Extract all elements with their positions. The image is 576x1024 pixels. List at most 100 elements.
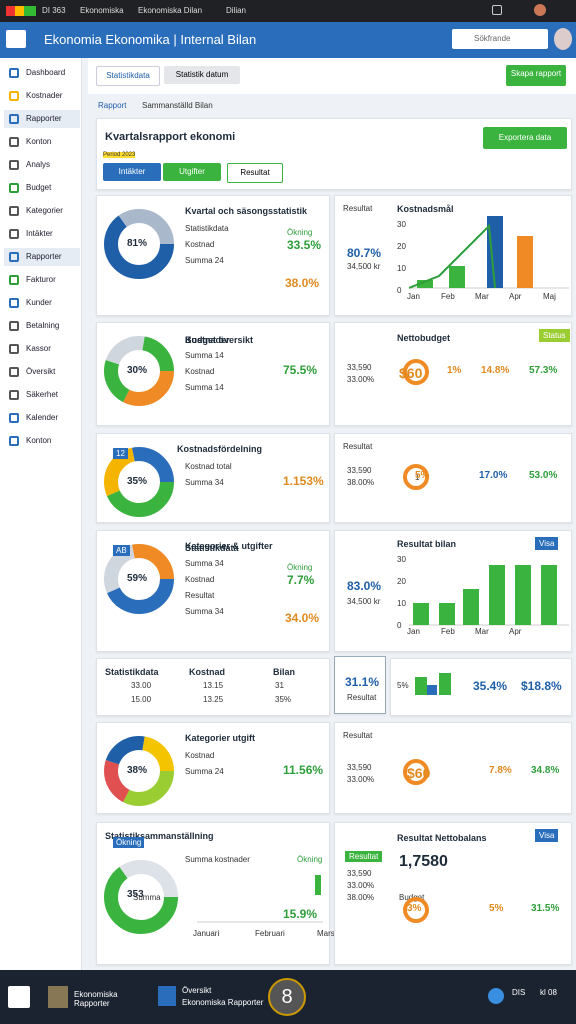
label: 30 bbox=[397, 220, 406, 229]
shape bbox=[554, 28, 572, 50]
sidebar-item[interactable]: Rapporter bbox=[26, 114, 62, 123]
sidebar-icon bbox=[9, 413, 19, 423]
sidebar-icon bbox=[9, 344, 19, 354]
donut-segment bbox=[104, 736, 174, 806]
label[interactable]: Statistikdata bbox=[96, 66, 160, 86]
right-card: Resultat Nettobalans Visa Resultat 1,7580 33… bbox=[334, 822, 572, 965]
label: Kostnadsmål bbox=[397, 204, 454, 214]
label[interactable]: Statistik datum bbox=[164, 66, 240, 84]
sidebar-item[interactable]: Kalender bbox=[26, 413, 59, 422]
chart-graphic bbox=[415, 673, 451, 695]
stat-card: 5% 35.4% $18.8% bbox=[390, 658, 572, 716]
sidebar-icon bbox=[9, 229, 19, 239]
sidebar-icon bbox=[9, 137, 19, 147]
label: 33.00% bbox=[347, 775, 375, 784]
sidebar-item[interactable]: Översikt bbox=[26, 367, 56, 376]
taskbar: Ekonomiska Rapporter Översikt Ekonomiska… bbox=[0, 970, 576, 1024]
left-card: Kvartal och säsongsstatistik 81% Statistik… bbox=[96, 195, 330, 316]
label: Summa 14 bbox=[185, 383, 224, 392]
shape bbox=[6, 30, 26, 48]
label: 0 bbox=[397, 286, 402, 295]
sidebar-item[interactable]: Betalning bbox=[26, 321, 60, 330]
label: 38% bbox=[127, 765, 148, 776]
shape bbox=[534, 4, 546, 16]
right-card: Resultat Kostnadsmål 80.7% 34,500 kr 30 20 10 0… bbox=[334, 195, 572, 316]
label: 81% bbox=[127, 238, 148, 249]
search-box[interactable]: Sökfrande bbox=[452, 29, 548, 49]
label: Period 2023 bbox=[103, 152, 136, 158]
app-header: Ekonomia Ekonomika | Internal Bilan Sökf… bbox=[0, 22, 576, 58]
label: 7.8% bbox=[489, 765, 512, 776]
label: Ekonomiska Rapporter bbox=[74, 990, 118, 1008]
label: Kvartal och säsongsstatistik bbox=[185, 206, 308, 216]
left-card: Budget översikt 30% Kostnader Summa 14 Kostn… bbox=[96, 322, 330, 426]
shape bbox=[439, 603, 455, 625]
sidebar-item[interactable]: Konton bbox=[26, 436, 52, 445]
label: Ökning bbox=[287, 563, 313, 572]
shape bbox=[463, 589, 479, 625]
sidebar-icon bbox=[9, 206, 19, 216]
sidebar-item[interactable]: Intäkter bbox=[26, 229, 53, 238]
sidebar-icon bbox=[9, 91, 19, 101]
label: kl 08 bbox=[540, 988, 557, 997]
label: Januari bbox=[193, 929, 220, 938]
label: 35.4% bbox=[473, 679, 508, 693]
label: Jan bbox=[407, 627, 420, 636]
label: 33,590 bbox=[347, 869, 372, 878]
label: Statistikdata bbox=[185, 224, 229, 233]
label[interactable]: Skapa rapport bbox=[506, 65, 566, 86]
taskbar-center[interactable]: 8 bbox=[268, 978, 306, 1016]
shape bbox=[415, 677, 427, 695]
sidebar-item[interactable]: Kategorier bbox=[26, 206, 63, 215]
label[interactable]: Intäkter bbox=[103, 163, 161, 181]
sidebar-icon bbox=[9, 114, 19, 124]
sidebar-item[interactable]: Kostnader bbox=[26, 91, 63, 100]
label: 38.0% bbox=[285, 276, 320, 290]
label[interactable]: Exportera data bbox=[483, 127, 567, 149]
donut-segment bbox=[104, 736, 174, 806]
label: Kostnad bbox=[185, 367, 215, 376]
label: Kostnad bbox=[185, 240, 215, 249]
sidebar-item[interactable]: Kassor bbox=[26, 344, 51, 353]
label: 35% bbox=[127, 476, 148, 487]
sidebar-item[interactable]: Fakturor bbox=[26, 275, 56, 284]
label: 12 bbox=[113, 448, 128, 459]
label[interactable]: Resultat bbox=[227, 163, 283, 183]
label[interactable]: Utgifter bbox=[163, 163, 221, 181]
sidebar-item[interactable]: Analys bbox=[26, 160, 51, 169]
label: Resultat bilan bbox=[397, 539, 457, 549]
sidebar-item[interactable]: Budget bbox=[26, 183, 52, 192]
right-card: Nettobudget Status 33,590 33.00% $60 1% 14.8% 5… bbox=[334, 322, 572, 426]
sidebar-item[interactable]: Kunder bbox=[26, 298, 52, 307]
sidebar-item[interactable]: Rapporter bbox=[26, 252, 62, 261]
sidebar-item[interactable]: Dashboard bbox=[26, 68, 66, 77]
label: 33.00% bbox=[347, 375, 375, 384]
label: 13.15 bbox=[203, 681, 224, 690]
label: Kategorier utgift bbox=[185, 733, 256, 743]
label: 38.00% bbox=[347, 893, 375, 902]
donut-segment bbox=[104, 544, 174, 614]
label: 1 bbox=[415, 473, 420, 482]
left-card: Kostnadsfördelning 35% 12 Kostnad total Summ… bbox=[96, 433, 330, 523]
chart-graphic bbox=[403, 897, 429, 923]
box-card: 31.1% Resultat bbox=[334, 656, 386, 714]
label: Bilan bbox=[273, 667, 296, 677]
label: 1.153% bbox=[283, 474, 324, 488]
sidebar-item[interactable]: Konton bbox=[26, 137, 52, 146]
label: Ekonomiska Dilan bbox=[138, 6, 203, 15]
label: Status bbox=[539, 329, 570, 342]
chart-graphic bbox=[104, 447, 174, 517]
label: Mars bbox=[317, 929, 335, 938]
label: Apr bbox=[509, 292, 522, 301]
shape bbox=[409, 223, 496, 289]
label: Ökning bbox=[113, 837, 145, 848]
sidebar-icon bbox=[9, 321, 19, 331]
sidebar-item[interactable]: Säkerhet bbox=[26, 390, 59, 399]
chart-graphic bbox=[104, 544, 174, 614]
label: Ekonomiska Rapporter bbox=[182, 998, 264, 1007]
label: 31 bbox=[275, 681, 284, 690]
label: Februari bbox=[255, 929, 285, 938]
label: Jan bbox=[407, 292, 420, 301]
sidebar-icon bbox=[9, 436, 19, 446]
shape bbox=[541, 565, 557, 625]
